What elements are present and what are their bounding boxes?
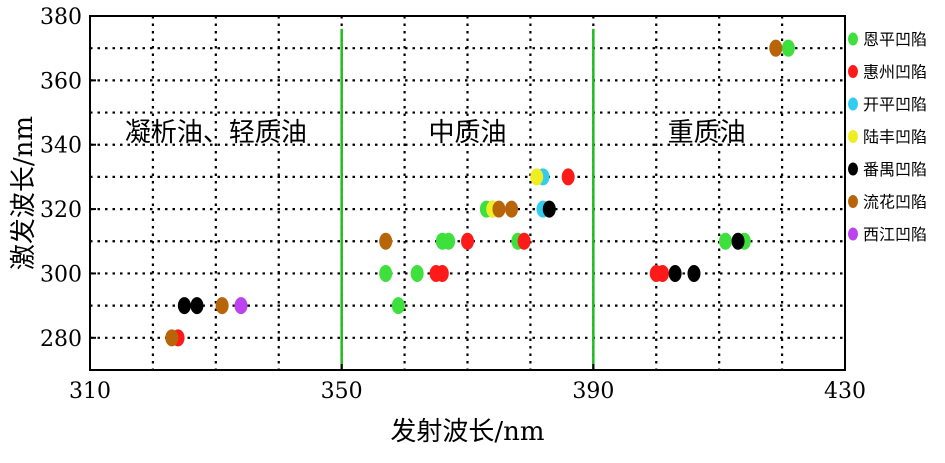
y-tick-label: 320 [40, 198, 82, 223]
data-point [410, 264, 424, 282]
x-tick-label: 430 [824, 379, 866, 404]
y-tick-label: 280 [40, 327, 82, 352]
legend-marker [848, 32, 858, 46]
data-point [379, 232, 393, 250]
data-point [687, 264, 701, 282]
legend-label: 番禺凹陷 [863, 160, 927, 179]
region-label: 中质油 [428, 118, 506, 148]
data-point [542, 200, 556, 218]
data-point [177, 297, 191, 315]
x-axis-title: 发射波长/nm [390, 417, 544, 447]
data-point [492, 200, 506, 218]
region-dividers [340, 28, 595, 370]
legend-marker [848, 130, 858, 143]
legend-marker [848, 97, 858, 111]
x-tick-label: 310 [69, 379, 111, 404]
data-point [781, 39, 795, 57]
legend-marker [848, 162, 858, 176]
data-point [379, 264, 393, 282]
data-point [731, 232, 745, 250]
y-tick-label: 340 [40, 134, 82, 159]
legend-label: 恩平凹陷 [863, 30, 927, 49]
legend-label: 开平凹陷 [863, 95, 927, 114]
data-point [530, 168, 544, 186]
legend-label: 流花凹陷 [863, 193, 927, 212]
region-labels: 凝析油、轻质油 中质油 重质油 [125, 118, 746, 148]
x-tick-label: 350 [321, 379, 363, 404]
y-tick-label: 360 [40, 69, 82, 94]
grid-lines [90, 16, 845, 370]
legend-label: 惠州凹陷 [863, 63, 927, 82]
data-points [165, 39, 795, 347]
axis-ticks: 310 350 390 430 280 300 320 340 360 380 [40, 5, 866, 404]
data-point [718, 232, 732, 250]
data-point [190, 297, 204, 315]
legend-marker [848, 227, 858, 241]
y-axis-title: 激发波长/nm [9, 116, 39, 270]
legend-marker [848, 65, 858, 78]
data-point [215, 297, 229, 315]
plot-frame [89, 15, 846, 371]
data-point [391, 297, 405, 315]
data-point [561, 168, 575, 186]
data-point [435, 264, 449, 282]
legend-label: 陆丰凹陷 [863, 128, 927, 147]
data-point [461, 232, 474, 250]
data-point [165, 329, 179, 347]
data-point [234, 297, 248, 315]
legend-label: 西江凹陷 [863, 225, 927, 244]
y-tick-label: 380 [40, 5, 82, 30]
y-tick-label: 300 [40, 262, 82, 287]
data-point [656, 264, 670, 282]
x-tick-label: 390 [572, 379, 614, 404]
data-point [505, 200, 519, 218]
legend-marker [848, 195, 858, 208]
data-point [769, 39, 783, 57]
data-point [668, 264, 682, 282]
data-point [442, 232, 456, 250]
region-label: 凝析油、轻质油 [125, 118, 307, 148]
region-label: 重质油 [668, 118, 746, 148]
data-point [517, 232, 531, 250]
